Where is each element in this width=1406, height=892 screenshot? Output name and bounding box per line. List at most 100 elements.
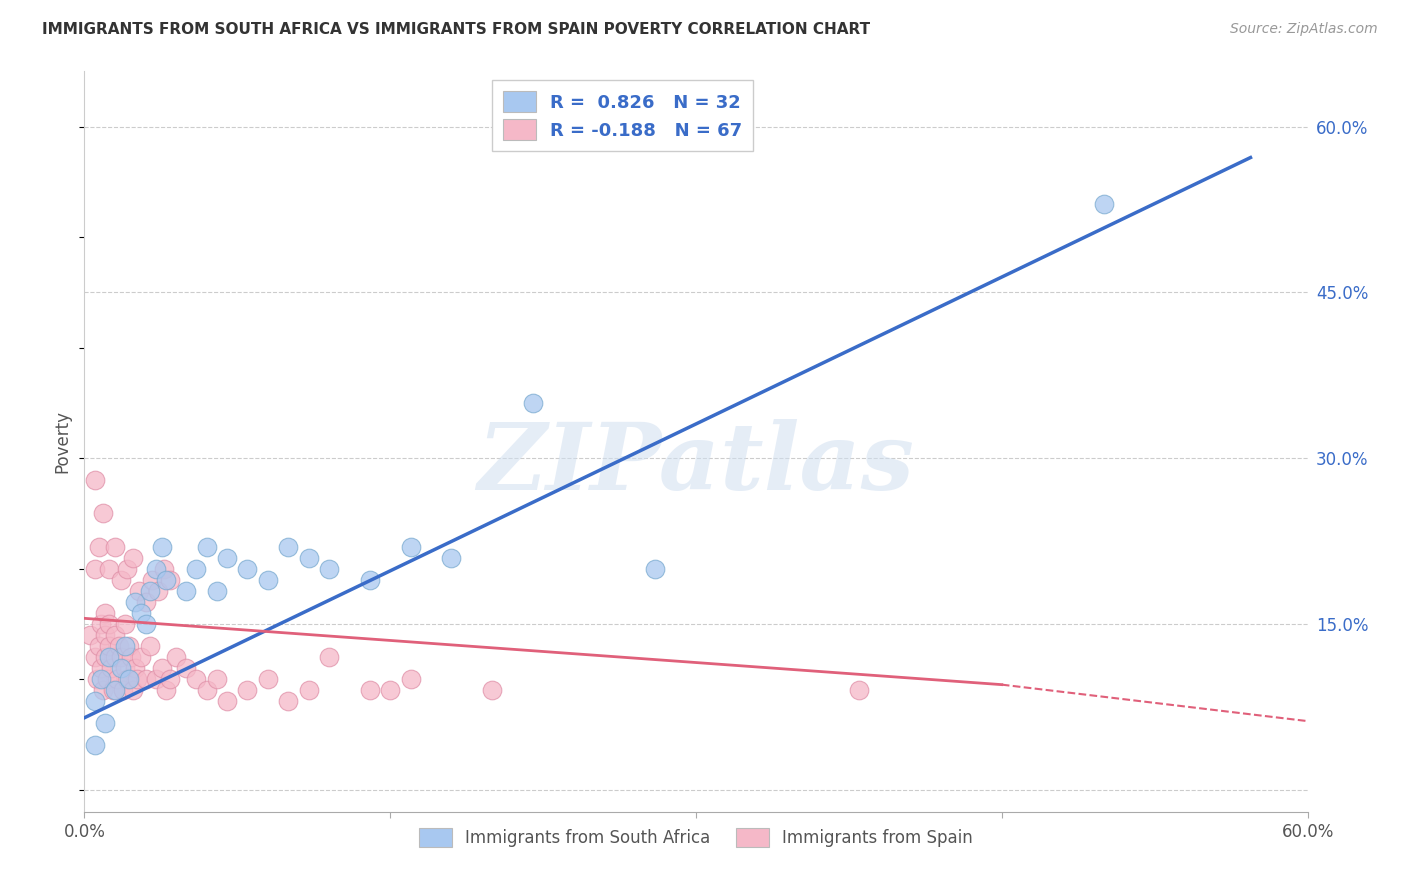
- Point: [135, 672, 157, 686]
- Point: [159, 672, 181, 686]
- Point: [359, 683, 381, 698]
- Point: [145, 672, 167, 686]
- Point: [138, 639, 160, 653]
- Point: [90, 661, 112, 675]
- Point: [399, 540, 422, 554]
- Point: [97, 650, 120, 665]
- Point: [79, 628, 101, 642]
- Point: [87, 540, 110, 554]
- Point: [122, 683, 145, 698]
- Point: [146, 583, 169, 598]
- Y-axis label: Poverty: Poverty: [53, 410, 72, 473]
- Point: [114, 639, 136, 653]
- Point: [97, 561, 120, 575]
- Point: [83, 473, 105, 487]
- Point: [83, 694, 105, 708]
- Point: [174, 661, 197, 675]
- Point: [481, 683, 503, 698]
- Point: [257, 573, 280, 587]
- Point: [100, 661, 122, 675]
- Point: [96, 672, 118, 686]
- Point: [93, 606, 115, 620]
- Point: [124, 661, 146, 675]
- Point: [155, 683, 177, 698]
- Point: [217, 694, 239, 708]
- Point: [105, 672, 128, 686]
- Point: [108, 639, 131, 653]
- Point: [101, 683, 124, 698]
- Point: [135, 595, 157, 609]
- Point: [141, 573, 163, 587]
- Point: [186, 561, 208, 575]
- Point: [217, 550, 239, 565]
- Point: [1092, 197, 1115, 211]
- Point: [118, 672, 141, 686]
- Point: [277, 694, 299, 708]
- Point: [115, 561, 138, 575]
- Point: [195, 683, 218, 698]
- Point: [522, 396, 544, 410]
- Point: [128, 583, 150, 598]
- Point: [165, 650, 187, 665]
- Text: ZIPatlas: ZIPatlas: [478, 418, 914, 508]
- Point: [124, 595, 146, 609]
- Point: [104, 540, 127, 554]
- Point: [93, 650, 115, 665]
- Point: [236, 683, 259, 698]
- Point: [186, 672, 208, 686]
- Point: [110, 661, 132, 675]
- Point: [380, 683, 402, 698]
- Point: [145, 561, 167, 575]
- Point: [90, 616, 112, 631]
- Point: [155, 573, 177, 587]
- Point: [104, 683, 127, 698]
- Point: [131, 650, 153, 665]
- Point: [114, 661, 136, 675]
- Point: [83, 650, 105, 665]
- Point: [104, 628, 127, 642]
- Point: [318, 650, 340, 665]
- Point: [257, 672, 280, 686]
- Point: [135, 616, 157, 631]
- Point: [174, 583, 197, 598]
- Point: [90, 672, 112, 686]
- Point: [83, 739, 105, 753]
- Point: [104, 650, 127, 665]
- Point: [298, 550, 321, 565]
- Point: [120, 650, 142, 665]
- Point: [440, 550, 463, 565]
- Text: Source: ZipAtlas.com: Source: ZipAtlas.com: [1230, 22, 1378, 37]
- Point: [112, 683, 135, 698]
- Point: [131, 606, 153, 620]
- Point: [83, 561, 105, 575]
- Point: [159, 573, 181, 587]
- Point: [205, 672, 228, 686]
- Point: [195, 540, 218, 554]
- Point: [127, 672, 149, 686]
- Point: [110, 650, 132, 665]
- Point: [298, 683, 321, 698]
- Point: [277, 540, 299, 554]
- Point: [91, 507, 114, 521]
- Point: [150, 540, 173, 554]
- Text: IMMIGRANTS FROM SOUTH AFRICA VS IMMIGRANTS FROM SPAIN POVERTY CORRELATION CHART: IMMIGRANTS FROM SOUTH AFRICA VS IMMIGRAN…: [42, 22, 870, 37]
- Legend: Immigrants from South Africa, Immigrants from Spain: Immigrants from South Africa, Immigrants…: [411, 819, 981, 855]
- Point: [150, 661, 173, 675]
- Point: [97, 616, 120, 631]
- Point: [115, 672, 138, 686]
- Point: [93, 628, 115, 642]
- Point: [399, 672, 422, 686]
- Point: [118, 639, 141, 653]
- Point: [114, 616, 136, 631]
- Point: [644, 561, 666, 575]
- Point: [93, 716, 115, 731]
- Point: [138, 583, 160, 598]
- Point: [153, 561, 176, 575]
- Point: [86, 672, 108, 686]
- Point: [122, 550, 145, 565]
- Point: [848, 683, 870, 698]
- Point: [87, 639, 110, 653]
- Point: [205, 583, 228, 598]
- Point: [236, 561, 259, 575]
- Point: [318, 561, 340, 575]
